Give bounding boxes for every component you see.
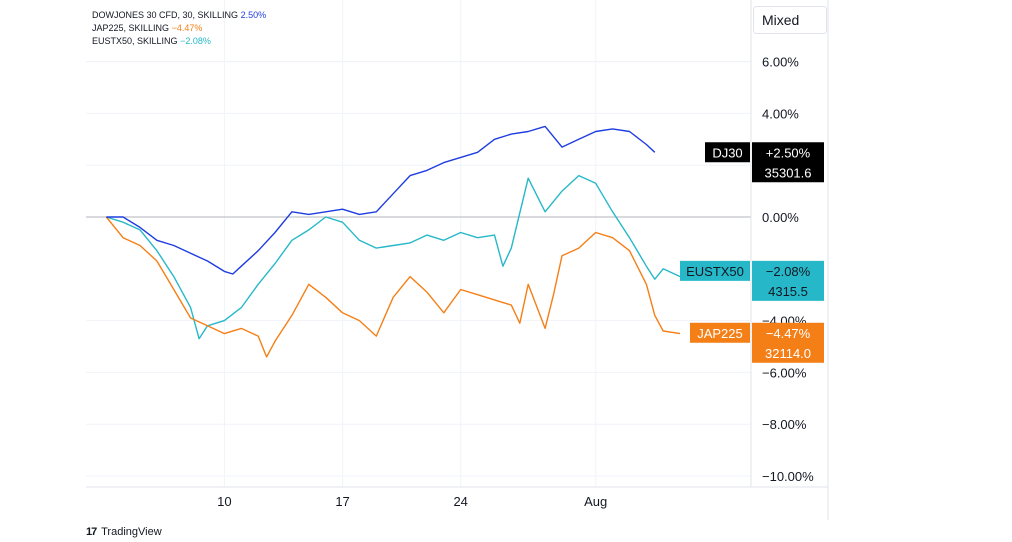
scale-mode-button[interactable]: Mixed	[753, 6, 827, 34]
price-label-jap225	[752, 322, 824, 363]
price-label-dj30	[752, 142, 824, 183]
series-line-eustx50[interactable]	[106, 174, 681, 340]
ticker-tag-dj30	[705, 142, 750, 163]
y-tick-label: 4.00%	[762, 106, 799, 121]
legend-series-change: −2.08%	[180, 36, 211, 46]
ticker-tag-text: EUSTX50	[686, 264, 744, 279]
tradingview-logo-icon: 17	[86, 526, 97, 538]
legend-row-jap225[interactable]: JAP225, SKILLING −4.47%	[92, 22, 266, 35]
series-line-dowjones[interactable]	[106, 125, 656, 275]
legend-series-name: JAP225, SKILLING	[92, 23, 170, 33]
x-tick-label: 17	[335, 494, 349, 509]
price-label-percent: −2.08%	[766, 264, 811, 279]
price-labels: DJ30 +2.50% 35301.6 EUSTX50 −2.08% 4315.5 JAP2…	[680, 142, 824, 363]
ticker-tag-text: DJ30	[712, 145, 742, 160]
ticker-tag-eustx50	[680, 260, 750, 281]
price-label-eustx50	[752, 260, 824, 301]
price-label-price: 32114.0	[765, 346, 811, 361]
legend-series-name: DOWJONES 30 CFD, 30, SKILLING	[92, 10, 239, 20]
time-axis[interactable]: 10 17 24 Aug	[217, 494, 607, 509]
price-label-price: 35301.6	[765, 165, 812, 180]
grid	[86, 0, 751, 487]
legend-row-eustx50[interactable]: EUSTX50, SKILLING −2.08%	[92, 35, 266, 48]
x-tick-label: Aug	[584, 494, 607, 509]
brand-name: TradingView	[101, 526, 162, 538]
series-layer	[105, 125, 681, 358]
ticker-tag-jap225	[690, 322, 750, 343]
series-line-jap225[interactable]	[105, 216, 681, 358]
legend-series-change: 2.50%	[240, 10, 267, 20]
x-tick-label: 10	[217, 494, 231, 509]
footer-branding[interactable]: 17 TradingView	[86, 526, 162, 538]
price-label-percent: −4.47%	[766, 326, 811, 341]
y-tick-label: 0.00%	[762, 210, 799, 225]
ticker-tag-text: JAP225	[697, 326, 743, 341]
y-tick-label: 6.00%	[762, 55, 799, 70]
y-tick-label: −10.00%	[762, 469, 814, 484]
y-tick-label: −6.00%	[762, 365, 807, 380]
x-tick-label: 24	[453, 494, 467, 509]
price-axis[interactable]: 6.00%4.00%0.00%−4.00%−6.00%−8.00%−10.00%	[762, 55, 814, 484]
legend-series-name: EUSTX50, SKILLING	[92, 36, 178, 46]
legend-series-change: −4.47%	[171, 23, 203, 33]
price-label-price: 4315.5	[768, 284, 808, 299]
legend: DOWJONES 30 CFD, 30, SKILLING 2.50% JAP2…	[92, 9, 266, 48]
price-label-percent: +2.50%	[766, 145, 811, 160]
legend-row-dowjones[interactable]: DOWJONES 30 CFD, 30, SKILLING 2.50%	[92, 9, 266, 22]
y-tick-label: −8.00%	[762, 417, 807, 432]
